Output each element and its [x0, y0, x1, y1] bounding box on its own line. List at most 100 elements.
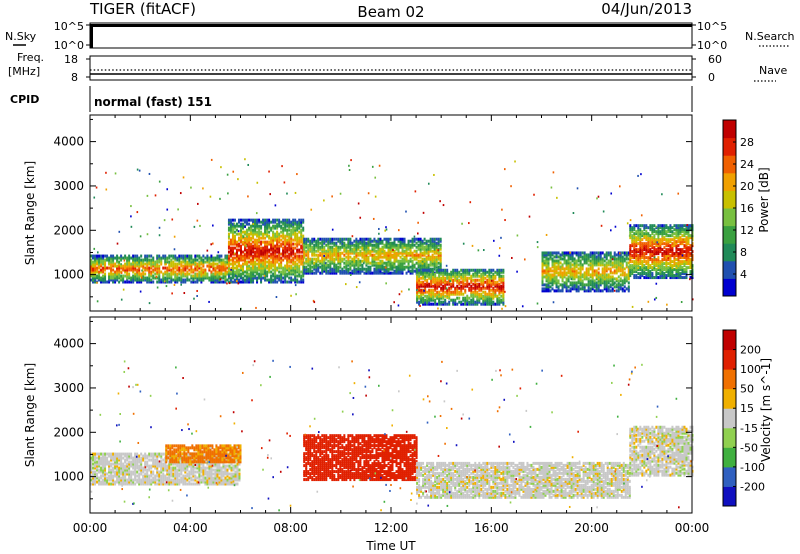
power-cell	[637, 224, 640, 228]
power-cell	[120, 276, 123, 280]
power-cell	[262, 234, 265, 238]
power-cell	[116, 270, 119, 274]
power-cell	[170, 272, 173, 276]
power-cell	[116, 268, 119, 272]
power-cell	[448, 296, 451, 300]
power-cell	[528, 215, 531, 218]
power-cell	[313, 249, 316, 253]
power-cell	[365, 269, 368, 273]
power-cell	[112, 256, 115, 260]
power-cell	[416, 296, 419, 300]
power-cell	[254, 232, 257, 236]
power-cell	[192, 258, 195, 262]
power-cell	[553, 265, 556, 269]
power-cell	[252, 274, 255, 278]
power-cell	[395, 253, 398, 257]
power-cell	[347, 271, 350, 275]
power-cell	[244, 236, 247, 240]
power-cell	[284, 264, 287, 268]
power-cell	[321, 265, 324, 269]
power-cell	[274, 270, 277, 274]
power-cell	[296, 274, 299, 278]
power-cell	[428, 288, 431, 292]
power-cell	[192, 268, 195, 272]
power-cell	[494, 282, 497, 286]
power-cell	[397, 237, 400, 241]
power-cell	[212, 256, 215, 260]
power-cell	[262, 252, 265, 256]
power-cell	[286, 258, 289, 262]
power-cell	[567, 267, 570, 271]
power-cell	[659, 224, 662, 228]
power-cell	[571, 267, 574, 271]
power-cell	[647, 256, 650, 260]
power-cell	[436, 290, 439, 294]
power-cell	[100, 262, 103, 266]
power-cell	[278, 236, 281, 240]
velocity-cell	[94, 470, 97, 474]
power-cell	[409, 269, 412, 273]
power-cell	[164, 272, 167, 276]
power-cell	[680, 301, 683, 304]
power-cell	[268, 170, 270, 173]
power-cell	[292, 228, 295, 232]
power-cell	[665, 248, 668, 252]
power-cell	[450, 282, 453, 286]
power-cell	[571, 283, 574, 287]
power-cell	[413, 265, 416, 269]
power-cell	[499, 247, 501, 250]
power-cell	[331, 267, 334, 271]
power-cell	[224, 278, 227, 282]
power-cell	[146, 256, 149, 260]
power-cell	[313, 301, 316, 304]
power-cell	[288, 264, 291, 268]
power-cell	[198, 276, 201, 280]
power-cell	[462, 292, 465, 296]
power-cell	[472, 290, 475, 294]
power-cell	[246, 278, 249, 282]
power-cell	[104, 278, 107, 282]
power-cell	[569, 251, 571, 254]
power-cell	[462, 272, 465, 276]
power-cell	[484, 296, 487, 300]
power-cell	[553, 273, 556, 277]
power-cell	[230, 268, 232, 271]
power-cell	[500, 278, 503, 282]
power-cell	[565, 251, 568, 255]
power-cell	[110, 272, 113, 276]
power-cell	[555, 251, 558, 255]
power-cell	[274, 204, 277, 207]
power-cell	[430, 288, 433, 292]
power-cell	[150, 264, 153, 268]
power-cell	[235, 278, 238, 282]
power-cell	[132, 270, 135, 274]
power-cell	[298, 218, 301, 222]
power-cell	[393, 259, 396, 263]
power-cell	[286, 262, 289, 266]
power-cell	[557, 285, 560, 289]
power-cell	[136, 168, 139, 171]
power-cell	[565, 279, 568, 283]
power-cell	[377, 267, 380, 271]
y-tick-label: 4000	[53, 135, 84, 149]
power-cell	[150, 254, 153, 258]
power-cell	[280, 224, 283, 228]
power-cell	[290, 280, 293, 284]
power-cell	[440, 282, 443, 286]
power-cell	[286, 218, 289, 222]
power-cell	[231, 230, 234, 234]
power-cell	[365, 253, 368, 257]
power-cell	[242, 266, 245, 270]
power-cell	[557, 287, 560, 291]
power-cell	[186, 266, 189, 270]
power-cell	[357, 243, 360, 247]
power-cell	[583, 251, 586, 255]
power-cell	[227, 270, 230, 274]
power-cell	[432, 270, 435, 274]
power-cell	[204, 270, 207, 274]
power-cell	[296, 226, 299, 230]
power-cell	[411, 259, 414, 263]
power-cell	[655, 230, 658, 234]
power-cell	[248, 238, 251, 242]
velocity-cell	[92, 470, 95, 474]
